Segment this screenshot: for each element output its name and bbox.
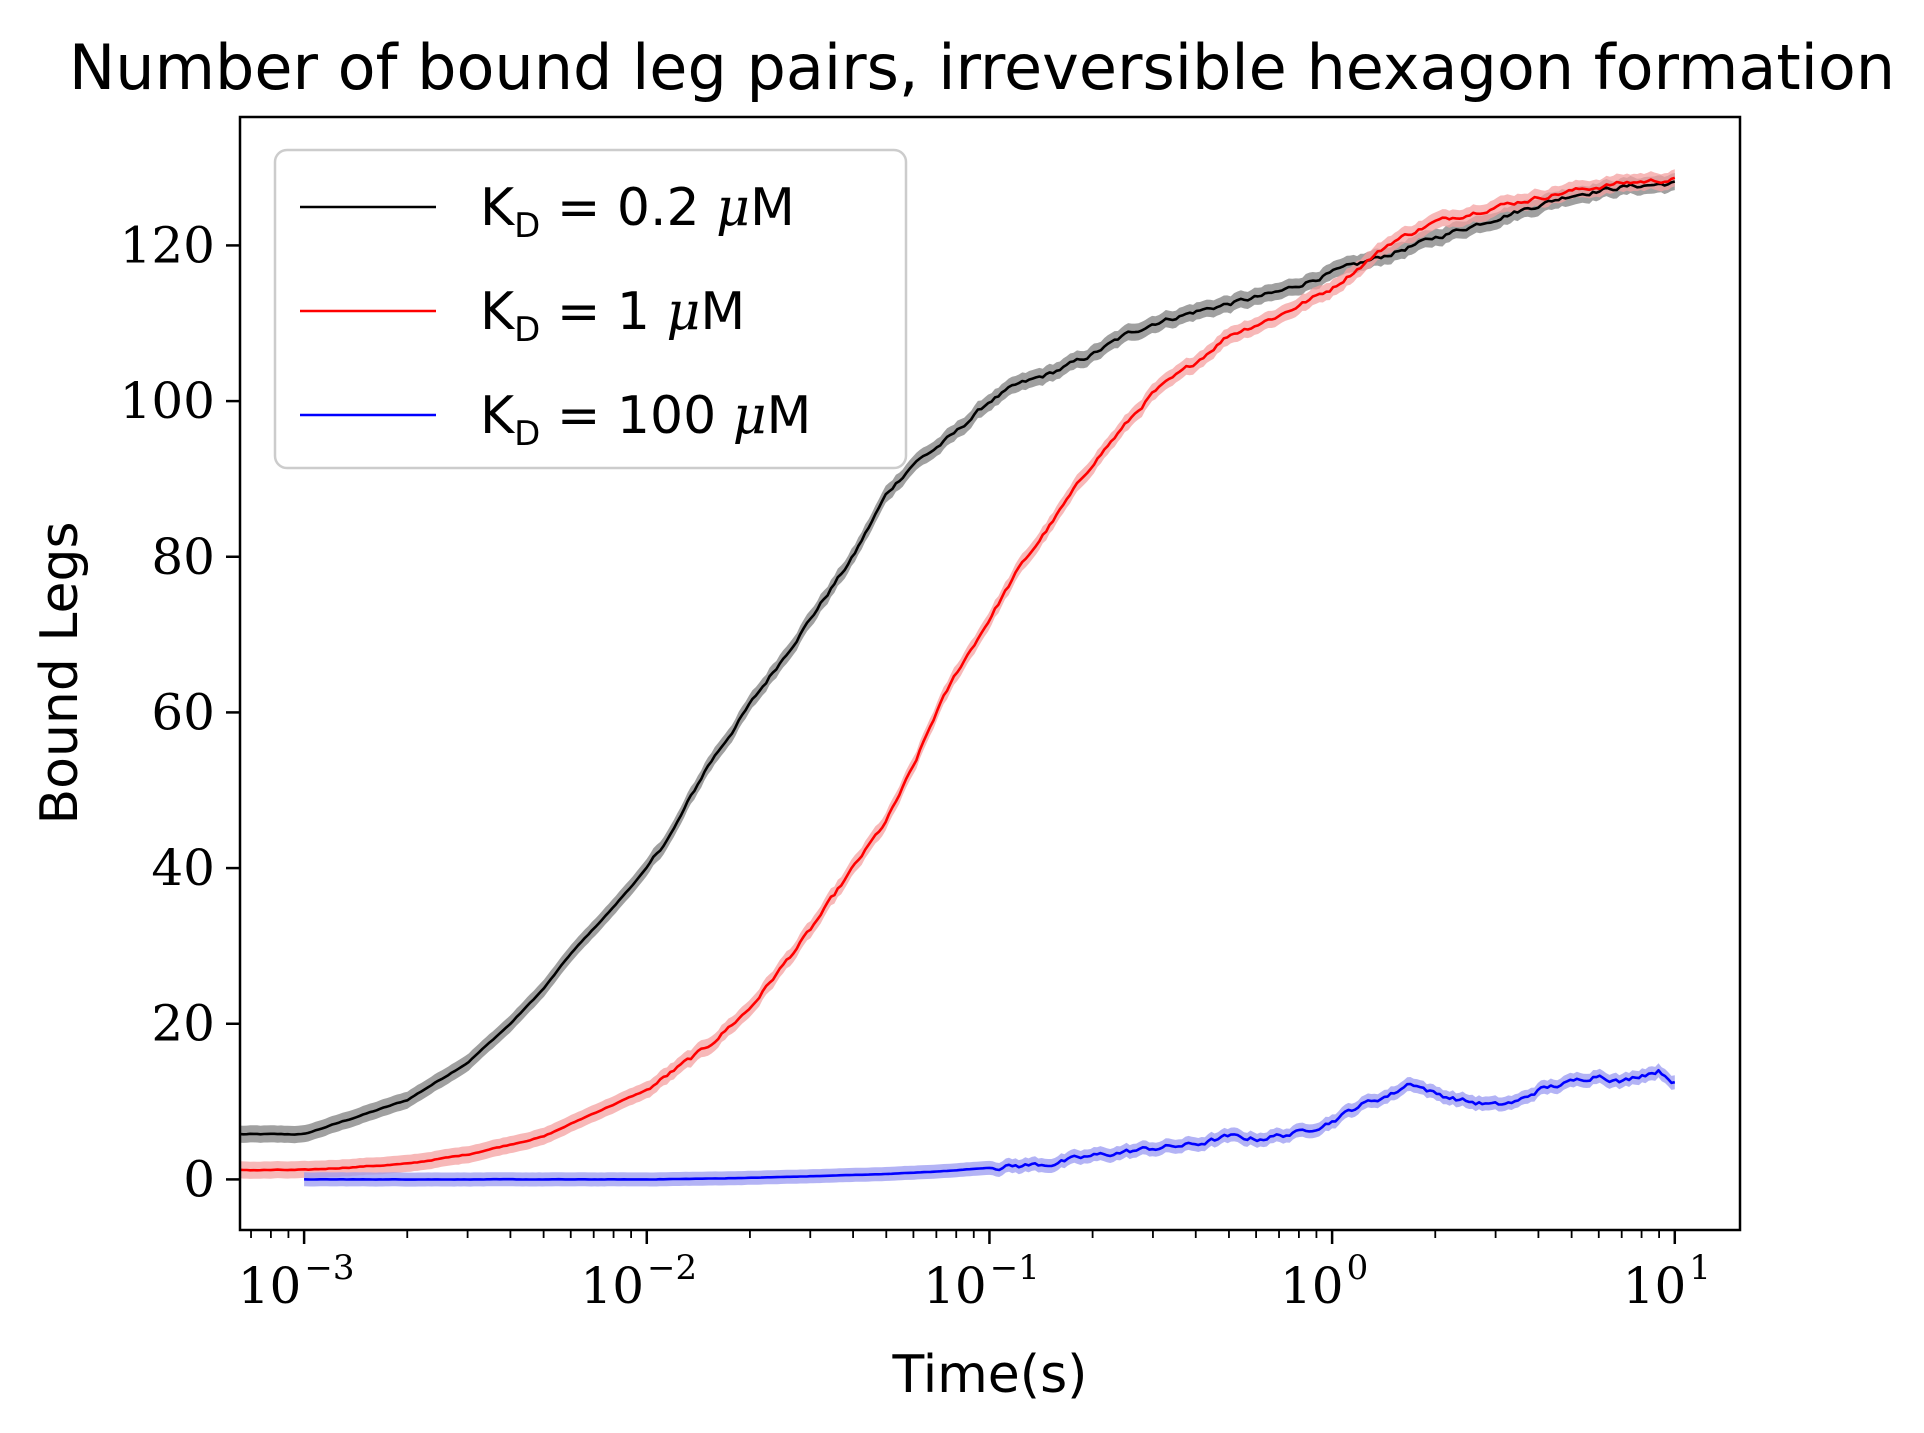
legend: KD = 0.2 μM KD = 1 μM KD = 100 μM — [273, 148, 908, 470]
y-axis-label: Bound Legs — [30, 521, 90, 824]
x-tick-label: 10−1 — [923, 1248, 1040, 1315]
y-tick-label: 0 — [183, 1150, 215, 1208]
x-tick-label: 10−2 — [580, 1248, 697, 1315]
y-tick-label: 60 — [151, 683, 215, 741]
series-lines — [239, 176, 1676, 1181]
series-line-3 — [304, 1068, 1676, 1181]
legend-label-1: KD = 0.2 μM — [480, 178, 795, 246]
legend-box — [273, 148, 908, 470]
y-tick-label: 80 — [151, 528, 215, 586]
x-axis-label: Time(s) — [892, 1345, 1088, 1405]
series-line-2 — [239, 176, 1676, 1172]
y-tick-label: 20 — [151, 995, 215, 1053]
x-tick-label: 100 — [1280, 1248, 1368, 1315]
x-tick-label: 10−3 — [238, 1248, 355, 1315]
x-tick-label: 101 — [1623, 1248, 1711, 1315]
x-axis: 10−3 10−2 10−1 100 101 — [238, 1230, 1711, 1315]
y-tick-label: 40 — [151, 839, 215, 897]
legend-label-2: KD = 1 μM — [480, 282, 745, 350]
error-band-series-3 — [304, 1063, 1675, 1187]
y-axis: 0 20 40 60 80 100 120 — [120, 216, 240, 1208]
series-line-1 — [239, 180, 1676, 1136]
y-tick-label: 100 — [120, 372, 215, 430]
chart-title: Number of bound leg pairs, irreversible … — [69, 31, 1895, 104]
legend-label-3: KD = 100 μM — [480, 386, 811, 454]
y-tick-label: 120 — [120, 216, 215, 274]
